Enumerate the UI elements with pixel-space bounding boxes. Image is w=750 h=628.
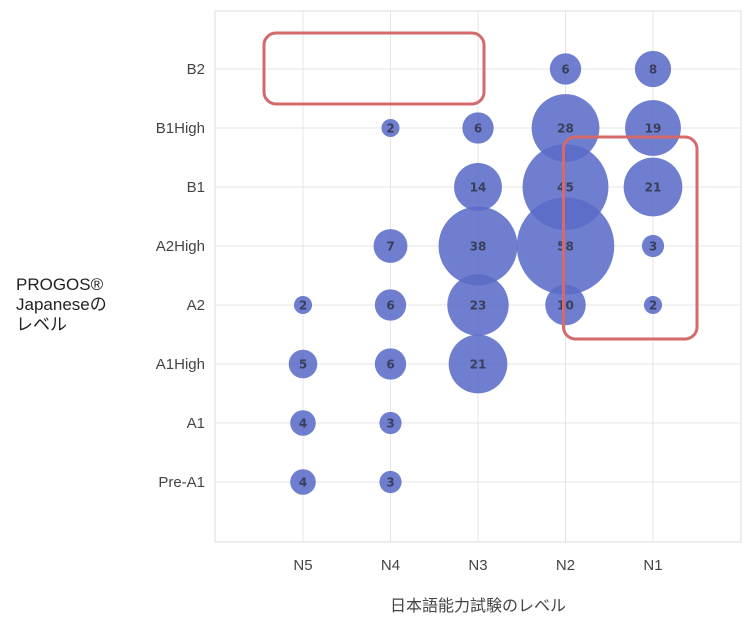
- x-tick-labels: N5 N4 N3 N2 N1: [293, 557, 662, 574]
- bubble: [374, 348, 407, 380]
- x-tick-label: N2: [556, 557, 575, 574]
- bubble: [545, 284, 586, 326]
- bubble: [438, 206, 518, 286]
- bubble-value-label: 4: [299, 476, 307, 490]
- highlight-boxes: [262, 31, 699, 341]
- bubbles: 58 45 38 28 23 21 21 19 14 10 8 7 6 6 6 6 5 4 4 3 3 3 2 2 2: [288, 50, 683, 495]
- bubble: [381, 118, 400, 138]
- bubble-value-label: 10: [557, 299, 574, 313]
- bubble: [373, 229, 408, 263]
- y-axis-label-line-1: PROGOS®: [16, 275, 104, 294]
- bubble: [623, 157, 683, 217]
- bubble: [290, 410, 316, 436]
- bubble: [549, 53, 582, 85]
- bubble-value-label: 14: [470, 181, 487, 195]
- bubble-value-label: 23: [470, 299, 487, 313]
- y-tick-label: A2High: [156, 238, 205, 255]
- bubble-value-label: 21: [470, 358, 487, 372]
- bubble: [634, 50, 672, 88]
- y-tick-label: A1: [187, 415, 205, 432]
- y-tick-labels: Pre-A1 A1 A1High A2 A2High B1 B1High B2: [156, 61, 205, 491]
- bubble-value-label: 2: [386, 122, 394, 136]
- bubble: [290, 469, 316, 495]
- bubble: [625, 100, 681, 156]
- bubble-value-label: 6: [386, 358, 394, 372]
- y-tick-label: B1: [187, 179, 205, 196]
- highlight-box: [562, 135, 699, 341]
- x-tick-label: N5: [293, 557, 312, 574]
- y-tick-label: B2: [187, 61, 205, 78]
- bubble-value-label: 21: [645, 181, 662, 195]
- bubble: [641, 234, 665, 258]
- x-axis-label: 日本語能力試験のレベル: [390, 596, 566, 615]
- bubble-value-label: 2: [649, 299, 657, 313]
- y-tick-label: A1High: [156, 356, 205, 373]
- bubble: [379, 470, 402, 494]
- bubble: [462, 112, 494, 144]
- bubble: [379, 411, 402, 435]
- y-tick-label: B1High: [156, 120, 205, 137]
- bubble-value-label: 3: [649, 240, 657, 254]
- bubble-value-label: 19: [645, 122, 662, 136]
- bubble-value-label: 4: [299, 417, 307, 431]
- bubble-value-label: 28: [557, 122, 574, 136]
- bubble-value-label: 2: [299, 299, 307, 313]
- bubble-value-label: 38: [470, 240, 487, 254]
- bubble-value-label: 6: [474, 122, 482, 136]
- y-tick-label: Pre-A1: [158, 474, 205, 491]
- y-axis-label: PROGOS® Japaneseの レベル: [16, 275, 111, 334]
- x-tick-label: N3: [468, 557, 487, 574]
- y-axis-label-line-2: Japaneseの: [16, 295, 107, 314]
- bubble-value-label: 3: [386, 476, 394, 490]
- bubble-value-label: 8: [649, 63, 657, 77]
- bubble: [288, 349, 318, 379]
- bubble: [522, 144, 609, 230]
- bubble-value-label: 6: [386, 299, 394, 313]
- bubble: [643, 295, 663, 315]
- bubble-value-label: 45: [557, 181, 574, 195]
- bubble: [531, 94, 600, 162]
- y-axis-label-line-3: レベル: [16, 315, 67, 334]
- bubble-value-label: 58: [557, 240, 574, 254]
- bubble: [454, 163, 502, 211]
- bubble: [374, 289, 407, 321]
- x-tick-label: N4: [381, 557, 400, 574]
- bubble-value-label: 3: [386, 417, 394, 431]
- bubble: [447, 274, 509, 336]
- bubble-value-label: 7: [386, 240, 394, 254]
- x-tick-label: N1: [643, 557, 662, 574]
- bubble-value-label: 5: [299, 358, 307, 372]
- bubble-value-label: 6: [561, 63, 569, 77]
- highlight-box: [262, 31, 486, 106]
- bubble: [448, 334, 508, 394]
- y-tick-label: A2: [187, 297, 205, 314]
- bubble: [293, 295, 313, 315]
